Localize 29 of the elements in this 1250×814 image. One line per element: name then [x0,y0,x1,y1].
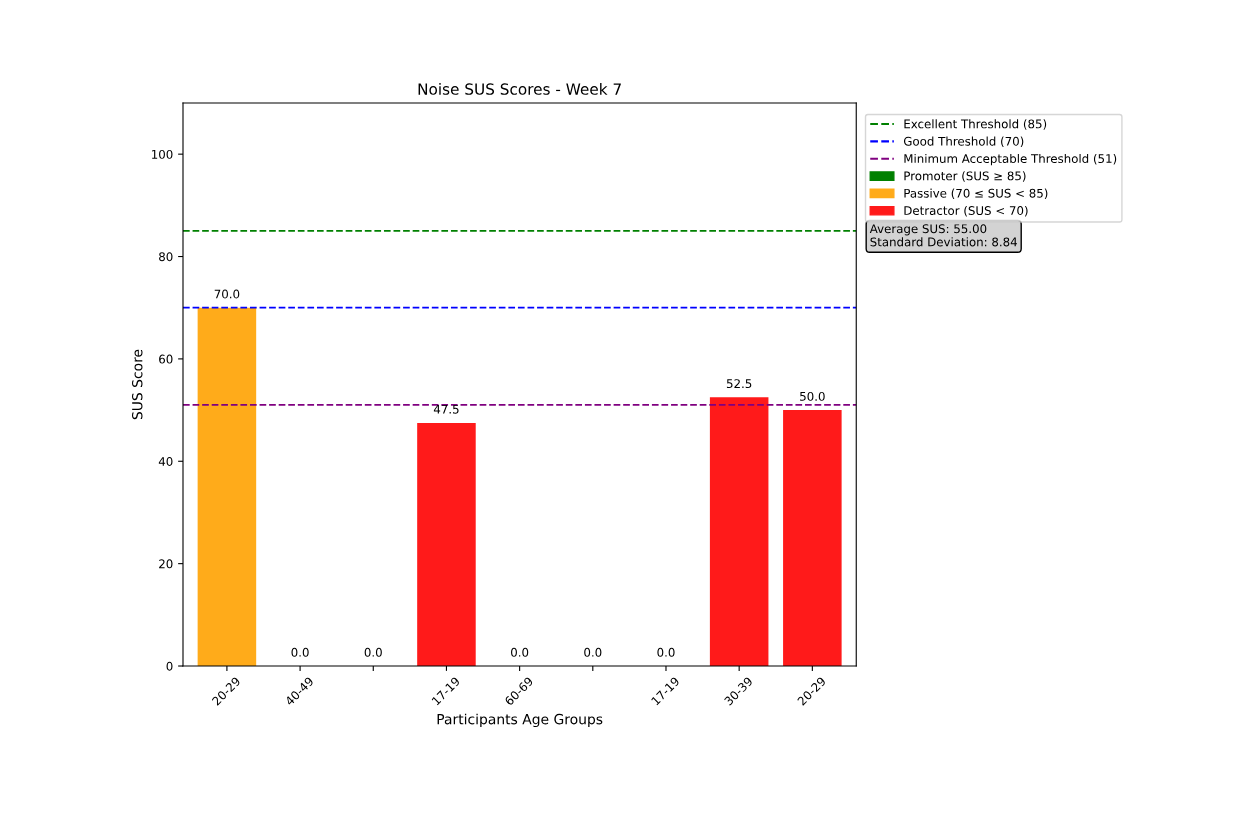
data-label: 52.5 [726,379,752,389]
legend-label: Passive (70 ≤ SUS < 85) [904,188,1048,200]
legend-label: Good Threshold (70) [903,136,1024,148]
y-tick-label: 0 [166,661,173,671]
data-label: 70.0 [214,289,240,299]
bar [197,307,257,667]
legend-label: Minimum Acceptable Threshold (51) [904,153,1117,166]
data-label: 0.0 [657,647,675,657]
legend-label: Detractor (SUS < 70) [904,205,1028,217]
bar [417,422,476,667]
data-label: 0.0 [364,647,382,657]
x-axis-title: Participants Age Groups [437,713,603,728]
bar [783,410,842,667]
y-tick-label: 80 [159,252,173,262]
y-axis-title: SUS Score [131,349,143,420]
text: Average SUS: 55.00 Standard Deviation: 8.84 [869,224,1017,247]
y-tick-label: 20 [159,559,173,569]
legend-label: Excellent Threshold (85) [904,119,1047,130]
data-label: 0.0 [291,647,309,657]
legend-label: Promoter (SUS ≥ 85) [904,171,1026,182]
data-label: 47.5 [433,404,459,414]
bar [709,397,769,667]
data-label: 50.0 [800,391,825,401]
chart-title: Noise SUS Scores - Week 7 [418,83,621,95]
y-tick-label: 60 [159,354,173,364]
data-label: 0.0 [511,647,529,657]
data-label: 0.0 [584,647,602,657]
y-tick-label: 100 [152,149,173,159]
y-tick-label: 40 [158,456,173,466]
